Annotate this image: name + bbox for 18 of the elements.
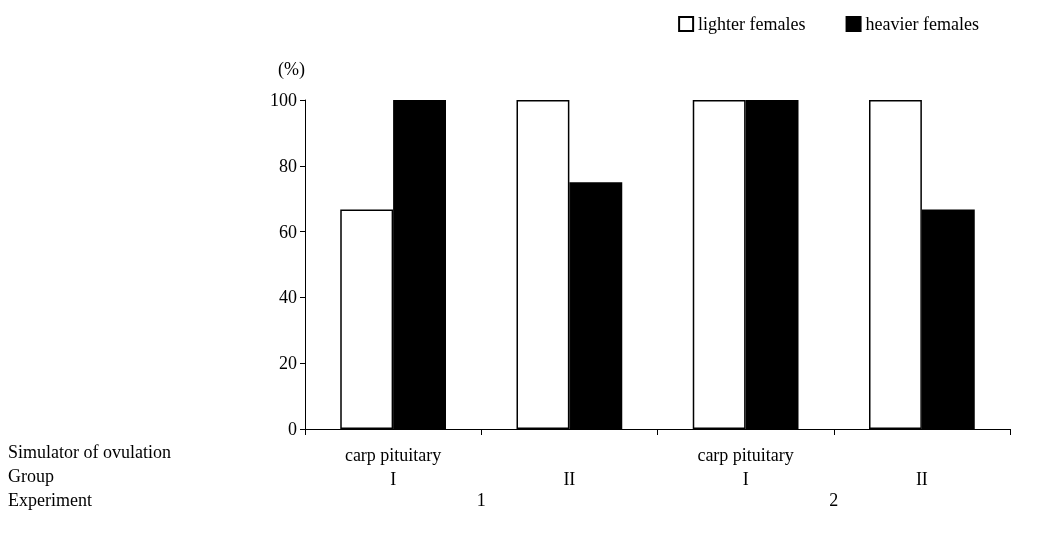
y-tick-label: 60 xyxy=(279,221,297,242)
y-axis-title: (%) xyxy=(278,59,305,80)
x-tick-label: carp pituitary I xyxy=(344,445,442,489)
y-tick-label: 40 xyxy=(279,287,297,308)
text: Simulator of ovulation xyxy=(8,442,171,462)
x-tick-label: II xyxy=(563,469,576,489)
x-tick-label: II xyxy=(915,469,928,489)
text: Experiment xyxy=(8,490,92,510)
text: 2 xyxy=(829,490,839,510)
text: 1 xyxy=(476,490,486,510)
y-tick-label: 0 xyxy=(288,419,297,439)
y-tick-label: 100 xyxy=(270,90,297,110)
text: Group xyxy=(8,466,54,486)
y-tick-label: 80 xyxy=(279,155,297,176)
legend-label: heavier females xyxy=(865,14,980,34)
y-tick-label: 20 xyxy=(279,353,297,374)
legend-label: lighter females xyxy=(698,14,806,34)
x-tick-label: carp pituitary I xyxy=(697,445,794,489)
